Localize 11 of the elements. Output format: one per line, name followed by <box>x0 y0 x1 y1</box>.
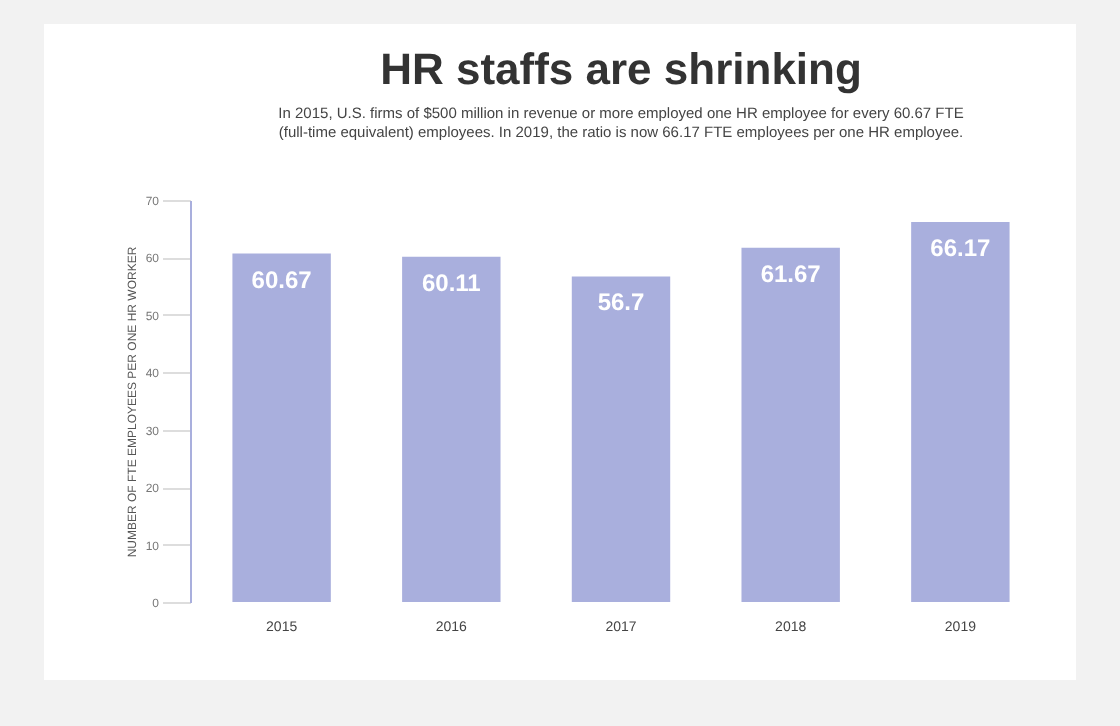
data-label: 61.67 <box>760 259 822 288</box>
bar <box>911 222 1010 602</box>
data-label: 60.11 <box>421 268 482 297</box>
bar <box>232 253 331 602</box>
bar <box>571 276 671 602</box>
bar <box>741 247 840 602</box>
chart-title: HR staffs are shrinking <box>380 44 862 94</box>
data-label: 60.67 <box>251 265 313 294</box>
data-label: 66.17 <box>930 234 992 262</box>
data-label: 56.7 <box>597 288 645 317</box>
bar <box>402 256 501 602</box>
